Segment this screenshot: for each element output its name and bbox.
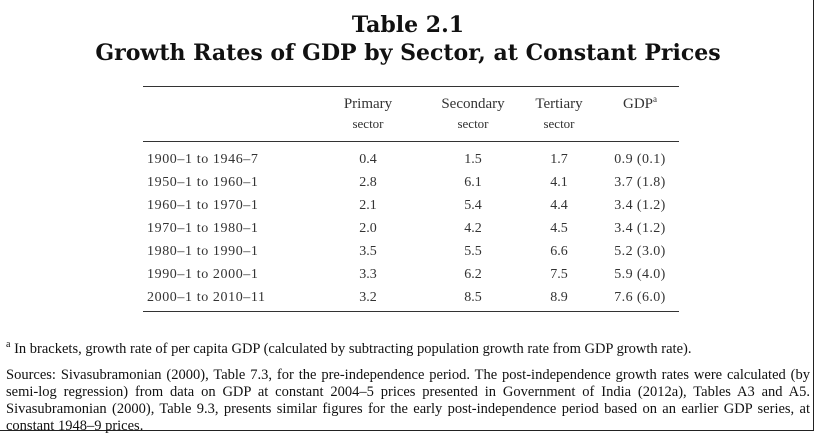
table-title: Growth Rates of GDP by Sector, at Consta… (95, 40, 721, 66)
row-secondary: 5.4 (464, 198, 482, 213)
table-number: Table 2.1 (351, 12, 465, 38)
header-secondary-sub: sector (457, 116, 489, 131)
row-primary: 2.1 (359, 198, 377, 213)
row-tertiary: 4.1 (550, 175, 568, 190)
table-row: 1950–1 to 1960–1 2.8 6.1 4.1 3.7 (1.8) (143, 171, 679, 194)
row-tertiary: 4.4 (550, 198, 568, 213)
header-primary-sub: sector (352, 116, 384, 131)
row-secondary: 1.5 (464, 152, 482, 167)
header-gdp: GDPa (605, 94, 675, 114)
row-period: 1980–1 to 1990–1 (147, 244, 259, 259)
row-gdp: 0.9 (0.1) (614, 152, 666, 167)
row-tertiary: 7.5 (550, 267, 568, 282)
header-gdp-footnote-mark: a (653, 94, 657, 104)
table-row: 1980–1 to 1990–1 3.5 5.5 6.6 5.2 (3.0) (143, 240, 679, 263)
row-secondary: 6.2 (464, 267, 482, 282)
row-period: 1960–1 to 1970–1 (147, 198, 259, 213)
row-gdp: 7.6 (6.0) (614, 290, 666, 305)
header-secondary: Secondary sector (419, 94, 527, 134)
row-tertiary: 1.7 (550, 152, 568, 167)
row-primary: 3.2 (359, 290, 377, 305)
header-secondary-label: Secondary (441, 96, 505, 112)
header-tertiary-sub: sector (543, 116, 575, 131)
row-primary: 2.0 (359, 221, 377, 236)
row-gdp: 5.9 (4.0) (614, 267, 666, 282)
row-primary: 3.3 (359, 267, 377, 282)
row-secondary: 6.1 (464, 175, 482, 190)
row-secondary: 5.5 (464, 244, 482, 259)
row-tertiary: 6.6 (550, 244, 568, 259)
row-primary: 3.5 (359, 244, 377, 259)
row-period: 2000–1 to 2010–11 (147, 290, 266, 305)
table-row: 1990–1 to 2000–1 3.3 6.2 7.5 5.9 (4.0) (143, 263, 679, 286)
row-tertiary: 4.5 (550, 221, 568, 236)
header-tertiary: Tertiary sector (517, 94, 601, 134)
row-period: 1970–1 to 1980–1 (147, 221, 259, 236)
row-tertiary: 8.9 (550, 290, 568, 305)
row-period: 1950–1 to 1960–1 (147, 175, 259, 190)
header-primary: Primary sector (321, 94, 415, 134)
table-top-rule (143, 86, 679, 87)
row-period: 1900–1 to 1946–7 (147, 152, 259, 167)
table-row: 1960–1 to 1970–1 2.1 5.4 4.4 3.4 (1.2) (143, 194, 679, 217)
footnote-text: In brackets, growth rate of per capita G… (10, 340, 692, 357)
row-gdp: 3.4 (1.2) (614, 198, 666, 213)
row-secondary: 4.2 (464, 221, 482, 236)
row-secondary: 8.5 (464, 290, 482, 305)
header-gdp-label: GDP (622, 96, 653, 112)
header-tertiary-label: Tertiary (535, 96, 583, 112)
row-primary: 0.4 (359, 152, 377, 167)
table-row: 1970–1 to 1980–1 2.0 4.2 4.5 3.4 (1.2) (143, 217, 679, 240)
header-primary-label: Primary (343, 96, 393, 112)
table-row: 2000–1 to 2010–11 3.2 8.5 8.9 7.6 (6.0) (143, 286, 679, 309)
sources-note: Sources: Sivasubramonian (2000), Table 7… (6, 366, 810, 434)
row-period: 1990–1 to 2000–1 (147, 267, 259, 282)
table-row: 1900–1 to 1946–7 0.4 1.5 1.7 0.9 (0.1) (143, 148, 679, 171)
footnote: a In brackets, growth rate of per capita… (6, 338, 810, 358)
table-header-rule (143, 141, 679, 142)
row-primary: 2.8 (359, 175, 377, 190)
table-body: 1900–1 to 1946–7 0.4 1.5 1.7 0.9 (0.1) 1… (143, 148, 679, 309)
table-bottom-rule (143, 311, 679, 312)
row-gdp: 5.2 (3.0) (614, 244, 666, 259)
row-gdp: 3.7 (1.8) (614, 175, 666, 190)
row-gdp: 3.4 (1.2) (614, 221, 666, 236)
footnote-mark: a (6, 338, 11, 350)
